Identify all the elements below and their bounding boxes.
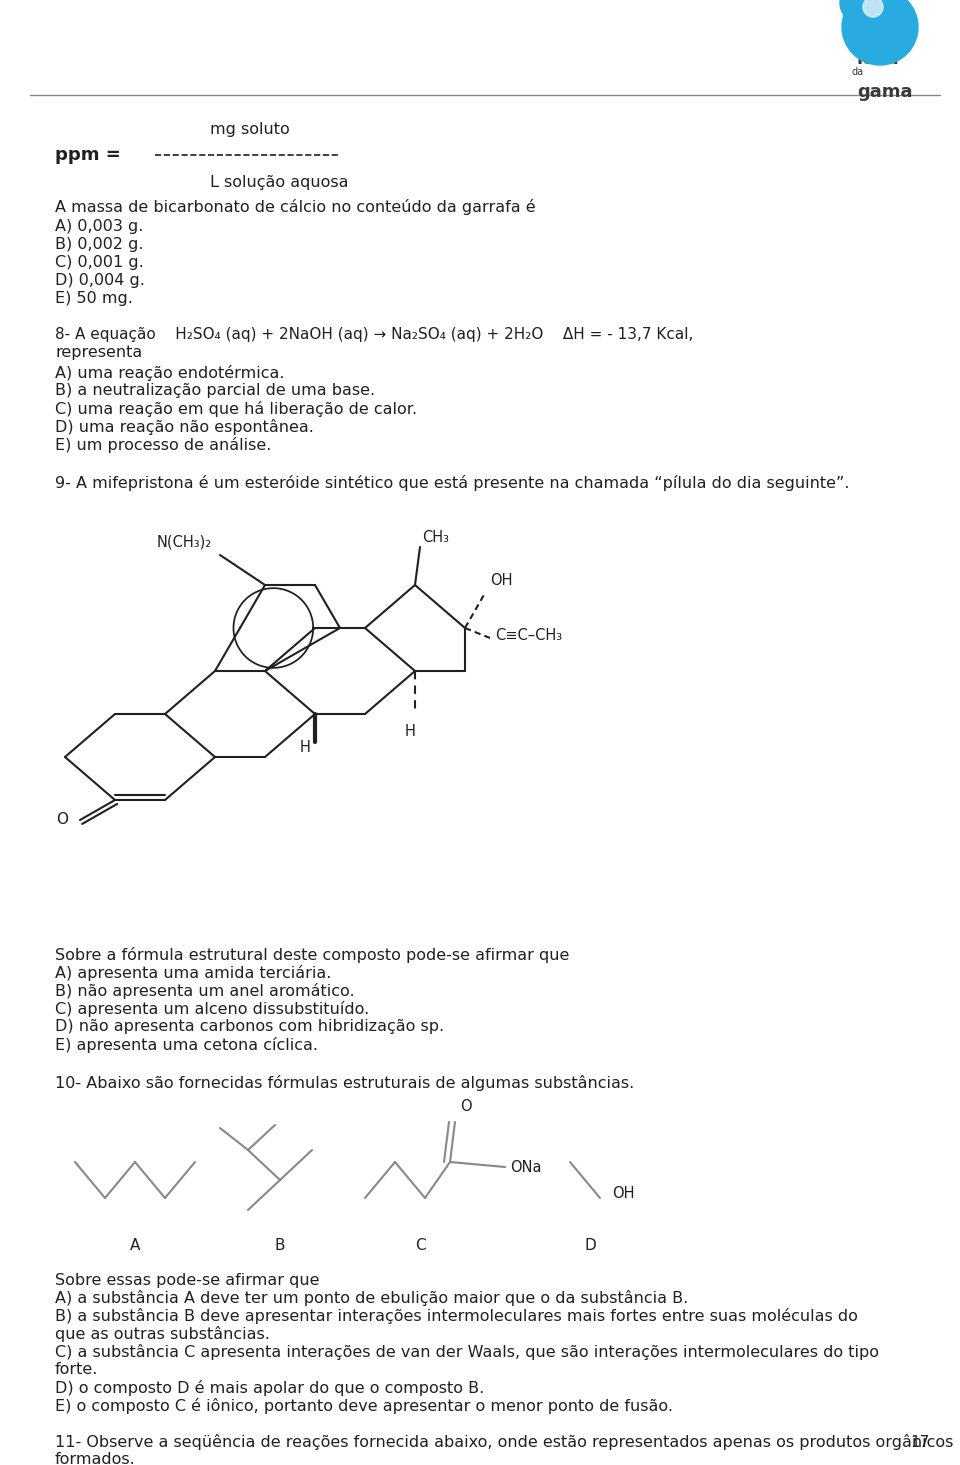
Text: E) o composto C é iônico, portanto deve apresentar o menor ponto de fusão.: E) o composto C é iônico, portanto deve … — [55, 1398, 673, 1414]
Text: B: B — [275, 1238, 285, 1253]
Text: C: C — [415, 1238, 425, 1253]
Text: C) a substância C apresenta interações de van der Waals, que são interações inte: C) a substância C apresenta interações d… — [55, 1343, 879, 1360]
Text: Sobre essas pode-se afirmar que: Sobre essas pode-se afirmar que — [55, 1273, 320, 1288]
Text: C) 0,001 g.: C) 0,001 g. — [55, 255, 144, 271]
Text: leila: leila — [857, 50, 900, 67]
Text: H: H — [404, 724, 416, 738]
Text: L solução aquosa: L solução aquosa — [210, 174, 348, 190]
Text: Sobre a fórmula estrutural deste composto pode-se afirmar que: Sobre a fórmula estrutural deste compost… — [55, 946, 569, 963]
Circle shape — [863, 0, 883, 18]
Text: H: H — [300, 740, 310, 756]
Text: E) apresenta uma cetona cíclica.: E) apresenta uma cetona cíclica. — [55, 1037, 318, 1053]
Text: 10- Abaixo são fornecidas fórmulas estruturais de algumas substâncias.: 10- Abaixo são fornecidas fórmulas estru… — [55, 1075, 635, 1091]
Text: C) apresenta um alceno dissubstituído.: C) apresenta um alceno dissubstituído. — [55, 1001, 370, 1017]
Text: A) 0,003 g.: A) 0,003 g. — [55, 220, 143, 234]
Text: D: D — [584, 1238, 596, 1253]
Text: que as outras substâncias.: que as outras substâncias. — [55, 1326, 270, 1342]
Text: B) a neutralização parcial de uma base.: B) a neutralização parcial de uma base. — [55, 384, 375, 398]
Text: N(CH₃)₂: N(CH₃)₂ — [156, 535, 212, 549]
Text: 11- Observe a seqüência de reações fornecida abaixo, onde estão representados ap: 11- Observe a seqüência de reações forne… — [55, 1434, 953, 1450]
Text: D) não apresenta carbonos com hibridização sp.: D) não apresenta carbonos com hibridizaç… — [55, 1020, 444, 1034]
Text: D) uma reação não espontânea.: D) uma reação não espontânea. — [55, 419, 314, 435]
Text: O: O — [56, 813, 68, 828]
Text: gama: gama — [857, 84, 913, 101]
Text: formados.: formados. — [55, 1452, 135, 1465]
Text: A) a substância A deve ter um ponto de ebulição maior que o da substância B.: A) a substância A deve ter um ponto de e… — [55, 1291, 688, 1305]
Circle shape — [842, 0, 918, 64]
Text: CH₃: CH₃ — [422, 530, 449, 545]
Text: A) uma reação endotérmica.: A) uma reação endotérmica. — [55, 365, 284, 381]
Text: da: da — [851, 67, 863, 78]
Text: ONa: ONa — [510, 1159, 541, 1175]
Text: A massa de bicarbonato de cálcio no conteúdo da garrafa é: A massa de bicarbonato de cálcio no cont… — [55, 199, 536, 215]
Text: OH: OH — [490, 573, 513, 587]
Text: 9- A mifepristona é um esteróide sintético que está presente na chamada “pílula : 9- A mifepristona é um esteróide sintéti… — [55, 475, 850, 491]
Text: D) 0,004 g.: D) 0,004 g. — [55, 274, 145, 289]
Text: C≡C–CH₃: C≡C–CH₃ — [495, 628, 563, 643]
Text: A) apresenta uma amida terciária.: A) apresenta uma amida terciária. — [55, 965, 331, 982]
Text: D) o composto D é mais apolar do que o composto B.: D) o composto D é mais apolar do que o c… — [55, 1380, 484, 1396]
Text: B) 0,002 g.: B) 0,002 g. — [55, 237, 143, 252]
Text: 17: 17 — [911, 1436, 930, 1450]
Text: B) não apresenta um anel aromático.: B) não apresenta um anel aromático. — [55, 983, 354, 999]
Text: OH: OH — [612, 1185, 635, 1200]
Text: forte.: forte. — [55, 1362, 98, 1377]
Text: E) um processo de análise.: E) um processo de análise. — [55, 437, 272, 453]
Text: A: A — [130, 1238, 140, 1253]
Text: E) 50 mg.: E) 50 mg. — [55, 292, 132, 306]
Text: 8- A equação    H₂SO₄ (aq) + 2NaOH (aq) → Na₂SO₄ (aq) + 2H₂O    ΔH = - 13,7 Kcal: 8- A equação H₂SO₄ (aq) + 2NaOH (aq) → N… — [55, 328, 693, 343]
Text: ppm =: ppm = — [55, 146, 127, 164]
Text: mg soluto: mg soluto — [210, 122, 290, 138]
Text: C) uma reação em que há liberação de calor.: C) uma reação em que há liberação de cal… — [55, 401, 418, 418]
Text: O: O — [460, 1099, 471, 1113]
Text: representa: representa — [55, 346, 142, 360]
Text: B) a substância B deve apresentar interações intermoleculares mais fortes entre : B) a substância B deve apresentar intera… — [55, 1308, 858, 1324]
Circle shape — [840, 0, 880, 23]
